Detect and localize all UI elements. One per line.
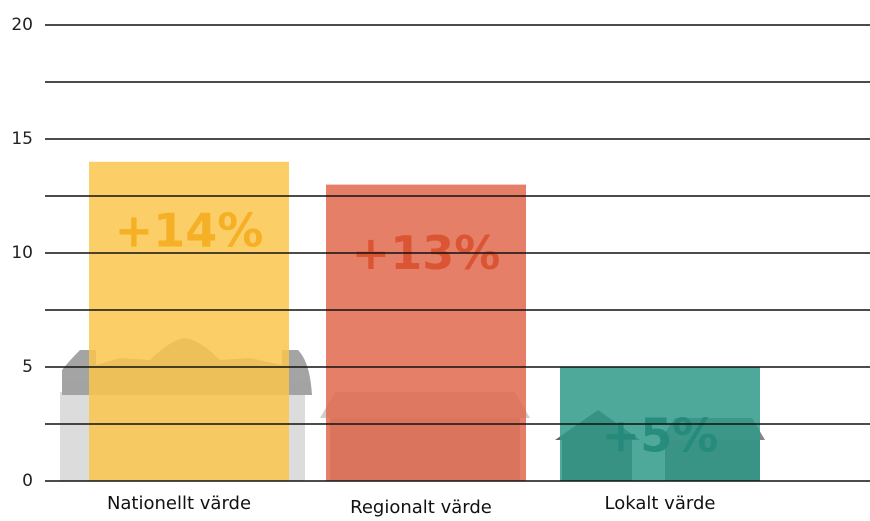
value-label: +14% <box>115 203 264 257</box>
y-tick-label: 15 <box>11 129 33 149</box>
y-tick-label: 0 <box>22 471 33 491</box>
y-tick-label: 5 <box>22 357 33 377</box>
x-tick-label: Nationellt värde <box>107 493 251 514</box>
bar <box>326 184 526 481</box>
x-tick-label: Lokalt värde <box>605 493 716 514</box>
bar <box>89 161 289 482</box>
value-label: +5% <box>602 409 719 463</box>
y-tick-label: 20 <box>11 15 33 35</box>
y-tick-label: 10 <box>11 243 33 263</box>
x-tick-label: Regionalt värde <box>350 497 492 518</box>
